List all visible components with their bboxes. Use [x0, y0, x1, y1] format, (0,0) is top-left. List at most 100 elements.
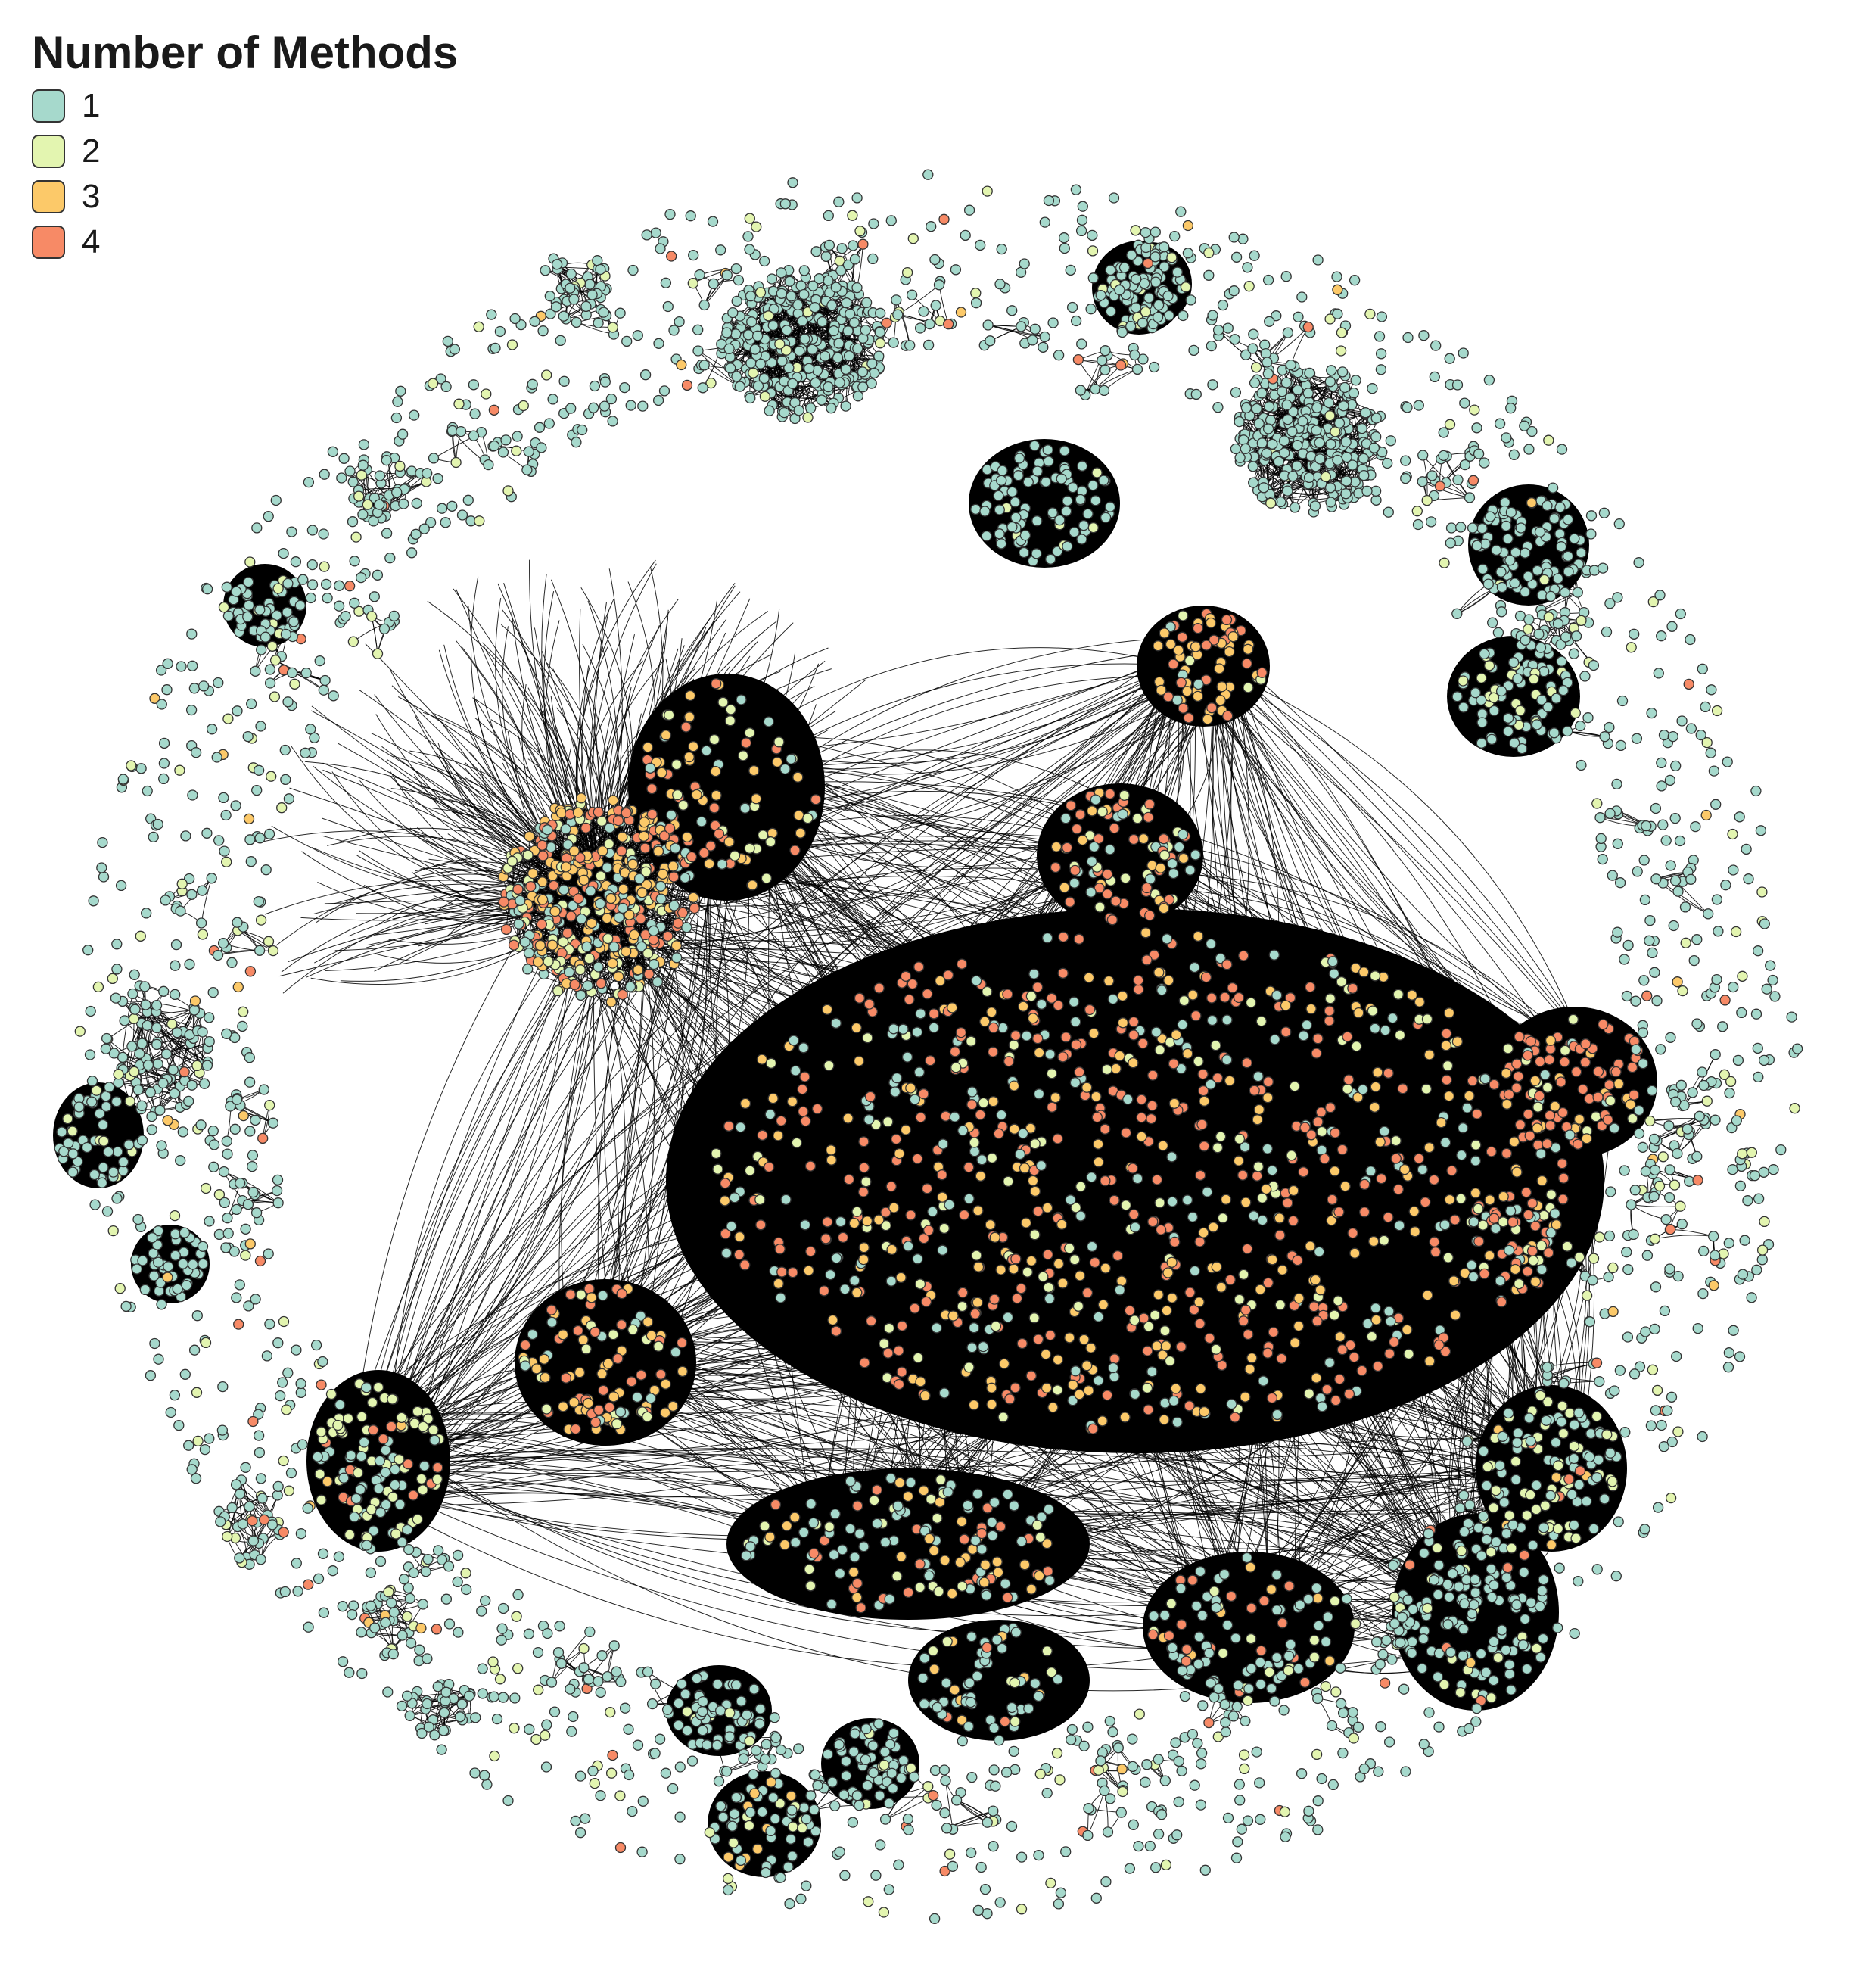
node [1637, 1141, 1648, 1153]
node [1059, 882, 1070, 893]
node [1261, 447, 1272, 459]
node [597, 1290, 608, 1301]
node [1023, 1703, 1034, 1714]
node [567, 900, 579, 911]
node [789, 845, 801, 856]
node [243, 1300, 254, 1312]
node [774, 1798, 786, 1809]
node [429, 1434, 440, 1446]
node [885, 215, 897, 226]
node [1161, 1305, 1172, 1316]
node [1287, 1215, 1299, 1227]
node [1552, 573, 1563, 584]
node [500, 434, 512, 446]
node [1604, 1095, 1616, 1107]
node [316, 1426, 327, 1437]
node [1759, 918, 1770, 929]
node [975, 239, 986, 251]
node [667, 1400, 679, 1412]
node [1155, 1224, 1167, 1235]
node [713, 1776, 725, 1787]
node [1324, 1655, 1336, 1667]
node [1402, 1324, 1413, 1335]
node [1178, 702, 1189, 714]
node [1296, 1768, 1308, 1779]
node [592, 255, 603, 266]
node [92, 981, 104, 993]
node [1708, 1280, 1719, 1291]
node [255, 1473, 267, 1484]
node [1525, 1489, 1536, 1501]
node [1246, 1352, 1258, 1364]
node [840, 363, 851, 375]
node [1104, 1715, 1115, 1727]
node [939, 1807, 950, 1819]
node [1423, 1528, 1434, 1540]
node [1341, 451, 1352, 463]
node [640, 866, 652, 877]
node [401, 1690, 413, 1702]
node [701, 1739, 713, 1751]
node [1162, 290, 1174, 302]
node [436, 1744, 447, 1755]
node [664, 823, 676, 834]
node [56, 1126, 67, 1138]
node [1251, 1746, 1262, 1758]
node [282, 696, 294, 708]
node [1016, 1536, 1028, 1547]
node [1473, 1235, 1485, 1247]
node [624, 981, 636, 992]
node [146, 1124, 157, 1135]
node [873, 350, 885, 362]
node [574, 1827, 586, 1839]
node [1406, 989, 1418, 1001]
node [919, 1390, 931, 1402]
node [761, 873, 773, 884]
node [247, 1415, 259, 1428]
node [1003, 1056, 1015, 1067]
node [1604, 721, 1615, 733]
node [798, 288, 810, 300]
node [642, 948, 654, 959]
node [781, 1520, 792, 1532]
node [972, 1205, 984, 1216]
node [1002, 1592, 1013, 1603]
node [1256, 667, 1268, 678]
node [837, 1231, 849, 1244]
node [668, 900, 680, 911]
node [723, 836, 735, 848]
node [689, 902, 700, 914]
node [407, 1490, 419, 1501]
node [1734, 1180, 1747, 1191]
node [1082, 508, 1094, 520]
node [1283, 1664, 1294, 1677]
node [1450, 1309, 1461, 1321]
node [1051, 1748, 1063, 1759]
node [1197, 1068, 1209, 1080]
node [660, 1767, 672, 1779]
node [1531, 1480, 1542, 1491]
node [1576, 547, 1587, 559]
node [1429, 371, 1440, 383]
node [1532, 565, 1543, 576]
node [1452, 474, 1464, 486]
node [1478, 1446, 1489, 1457]
node [498, 1602, 509, 1614]
node [880, 1219, 891, 1231]
node [1093, 1375, 1104, 1387]
node [1016, 1904, 1028, 1915]
node [1249, 250, 1260, 261]
node [823, 275, 834, 286]
node [336, 472, 347, 484]
node [1035, 1160, 1047, 1172]
node [1240, 1391, 1251, 1403]
node [1564, 1407, 1576, 1419]
node [578, 874, 590, 886]
node [1110, 1063, 1122, 1075]
node [208, 1139, 220, 1150]
node [1316, 1126, 1327, 1138]
node [958, 1209, 970, 1221]
node [1075, 1181, 1087, 1192]
node [970, 503, 982, 515]
node [137, 1255, 148, 1266]
